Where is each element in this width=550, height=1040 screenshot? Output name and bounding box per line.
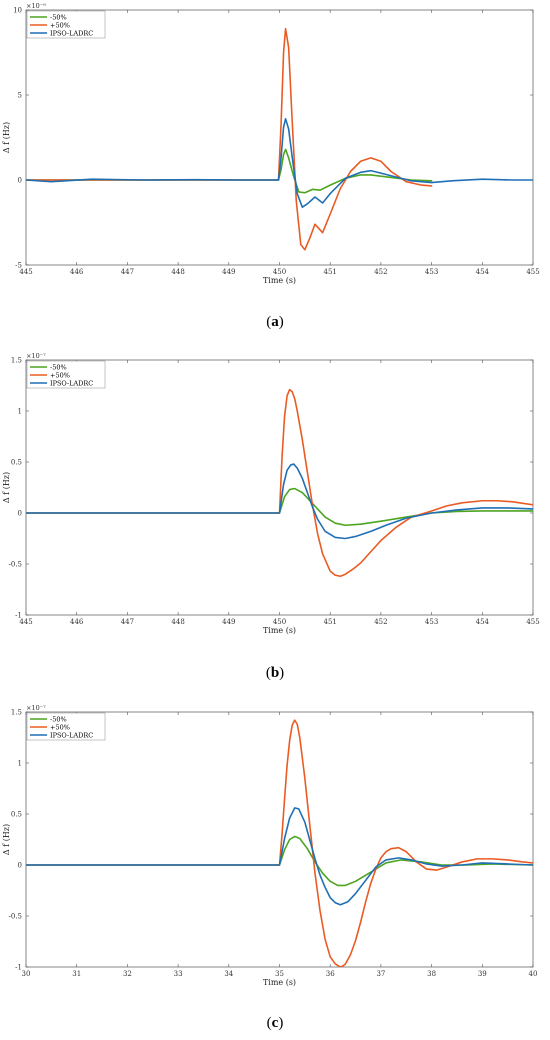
chart-c-xtick-label: 36 <box>326 970 335 978</box>
chart-a-legend-label: -50% <box>50 13 67 21</box>
chart-b-exponent-label: ×10⁻⁷ <box>26 352 46 360</box>
chart-a: 445 446 447 448 449 450 451 452 453 454 455 -5 0 5 10 ×… <box>2 2 540 285</box>
chart-b-legend: -50%+50%IPSO-LADRC <box>26 360 106 389</box>
chart-a-series-minus50 <box>26 148 433 194</box>
chart-c-axes-box <box>25 711 534 968</box>
chart-a-series-ipso <box>26 118 533 208</box>
chart-a-xlabel: Time (s) <box>263 276 296 285</box>
chart-b-legend-label: +50% <box>50 371 70 379</box>
chart-b-caption-letter: b <box>270 665 280 681</box>
chart-c-legend-label: IPSO-LADRC <box>50 731 93 739</box>
chart-b-ytick-label: -1 <box>15 612 22 620</box>
chart-c-xtick-label: 38 <box>427 970 436 978</box>
chart-b-ytick-label: 1 <box>18 408 22 416</box>
chart-b-legend-label: -50% <box>50 363 67 371</box>
chart-c-xtick-label: 35 <box>275 970 284 978</box>
chart-a-ytick-label: 5 <box>18 92 22 100</box>
chart-c-ytick-label: 1.5 <box>11 709 22 717</box>
chart-c-ytick-label: 1 <box>18 760 22 768</box>
chart-b-ytick-label: 0 <box>18 510 22 518</box>
chart-c-ylabel: Δ f (Hz) <box>2 824 11 855</box>
chart-c-xlabel: Time (s) <box>263 978 296 987</box>
chart-c-ytick-label: 0 <box>18 862 22 870</box>
chart-b-series-minus50 <box>26 487 533 527</box>
chart-c-legend-label: -50% <box>50 715 67 723</box>
chart-a-xtick-label: 445 <box>19 268 32 276</box>
chart-c-xtick-label: 31 <box>72 970 81 978</box>
chart-a-ytick-label: 10 <box>13 7 22 15</box>
chart-a-legend: -50%+50%IPSO-LADRC <box>26 10 106 39</box>
chart-b: 445 446 447 448 449 450 451 452 453 454 455 -1 -0.5 0… <box>2 352 540 635</box>
chart-c-xtick-label: 39 <box>478 970 487 978</box>
chart-a-xtick-label: 447 <box>121 268 134 276</box>
chart-c-xtick-label: 40 <box>529 970 538 978</box>
chart-c-legend-label: +50% <box>50 723 70 731</box>
chart-c-series-plus50 <box>26 719 533 967</box>
chart-a-xtick-label: 454 <box>476 268 490 276</box>
chart-c-xtick-label: 37 <box>376 970 385 978</box>
chart-b-xtick-label: 453 <box>425 618 438 626</box>
chart-a-xtick-label: 452 <box>374 268 387 276</box>
chart-b-series-plus50 <box>26 388 533 578</box>
chart-b-ytick-label: 1.5 <box>11 357 22 365</box>
chart-a-caption: (a) <box>266 314 284 330</box>
chart-b-xtick-label: 445 <box>19 618 32 626</box>
chart-c-exponent-label: ×10⁻⁷ <box>26 704 46 712</box>
chart-a-ylabel: Δ f (Hz) <box>2 122 11 153</box>
chart-c-ytick-label: -1 <box>15 964 22 972</box>
chart-a-ytick-label: 0 <box>18 177 22 185</box>
chart-c-ytick-label: -0.5 <box>9 913 23 921</box>
chart-b-xtick-label: 447 <box>121 618 134 626</box>
chart-a-xtick-label: 450 <box>273 268 286 276</box>
chart-b-xtick-label: 448 <box>171 618 184 626</box>
chart-b-xtick-label: 450 <box>273 618 286 626</box>
chart-c-legend: -50%+50%IPSO-LADRC <box>26 712 106 741</box>
chart-a-xtick-label: 451 <box>324 268 337 276</box>
chart-b-ytick-label: -0.5 <box>9 561 23 569</box>
chart-b-xtick-label: 451 <box>324 618 337 626</box>
chart-c-xtick-label: 32 <box>123 970 132 978</box>
chart-c-series-ipso <box>26 807 533 906</box>
chart-c-caption-letter: c <box>271 1015 279 1031</box>
chart-b-ylabel: Δ f (Hz) <box>2 472 11 503</box>
chart-b-axes-box <box>25 359 534 616</box>
chart-b-series-ipso <box>26 463 533 540</box>
chart-b-xtick-label: 454 <box>476 618 490 626</box>
chart-panel-c: 30 31 32 33 34 35 36 37 38 39 40 -1 -0.5 0 0.5 1 1.5 ×10⁻… <box>0 702 550 1040</box>
chart-b-xlabel: Time (s) <box>263 626 296 635</box>
chart-b-xtick-label: 455 <box>526 618 539 626</box>
chart-a-xtick-label: 446 <box>70 268 84 276</box>
chart-c-caption: (c) <box>266 1015 284 1031</box>
chart-a-legend-label: +50% <box>50 21 70 29</box>
chart-b-legend-label: IPSO-LADRC <box>50 379 93 387</box>
chart-b-ytick-label: 0.5 <box>11 459 22 467</box>
chart-a-series-plus50 <box>26 27 433 251</box>
chart-a-xtick-label: 449 <box>222 268 235 276</box>
chart-b-caption: (b) <box>265 665 285 681</box>
chart-c-xtick-label: 30 <box>22 970 31 978</box>
chart-a-caption-letter: a <box>271 314 279 330</box>
chart-panel-b: 445 446 447 448 449 450 451 452 453 454 455 -1 -0.5 0… <box>0 350 550 695</box>
chart-b-xtick-label: 449 <box>222 618 235 626</box>
chart-c-ytick-label: 0.5 <box>11 811 22 819</box>
chart-a-ytick-label: -5 <box>15 262 22 270</box>
chart-a-axes-box <box>25 9 534 266</box>
chart-a-xtick-label: 448 <box>171 268 184 276</box>
chart-b-xtick-label: 452 <box>374 618 387 626</box>
chart-a-xtick-label: 455 <box>526 268 539 276</box>
chart-c-series-minus50 <box>26 835 533 887</box>
chart-c-xtick-label: 34 <box>224 970 233 978</box>
chart-c-xtick-label: 33 <box>174 970 183 978</box>
chart-panel-a: 445 446 447 448 449 450 451 452 453 454 455 -5 0 5 10 ×… <box>0 0 550 345</box>
chart-a-legend-label: IPSO-LADRC <box>50 29 93 37</box>
chart-a-xtick-label: 453 <box>425 268 438 276</box>
chart-a-exponent-label: ×10⁻⁹ <box>26 2 46 10</box>
chart-b-xtick-label: 446 <box>70 618 84 626</box>
chart-c: 30 31 32 33 34 35 36 37 38 39 40 -1 -0.5 0 0.5 1 1.5 ×10⁻… <box>2 704 538 987</box>
